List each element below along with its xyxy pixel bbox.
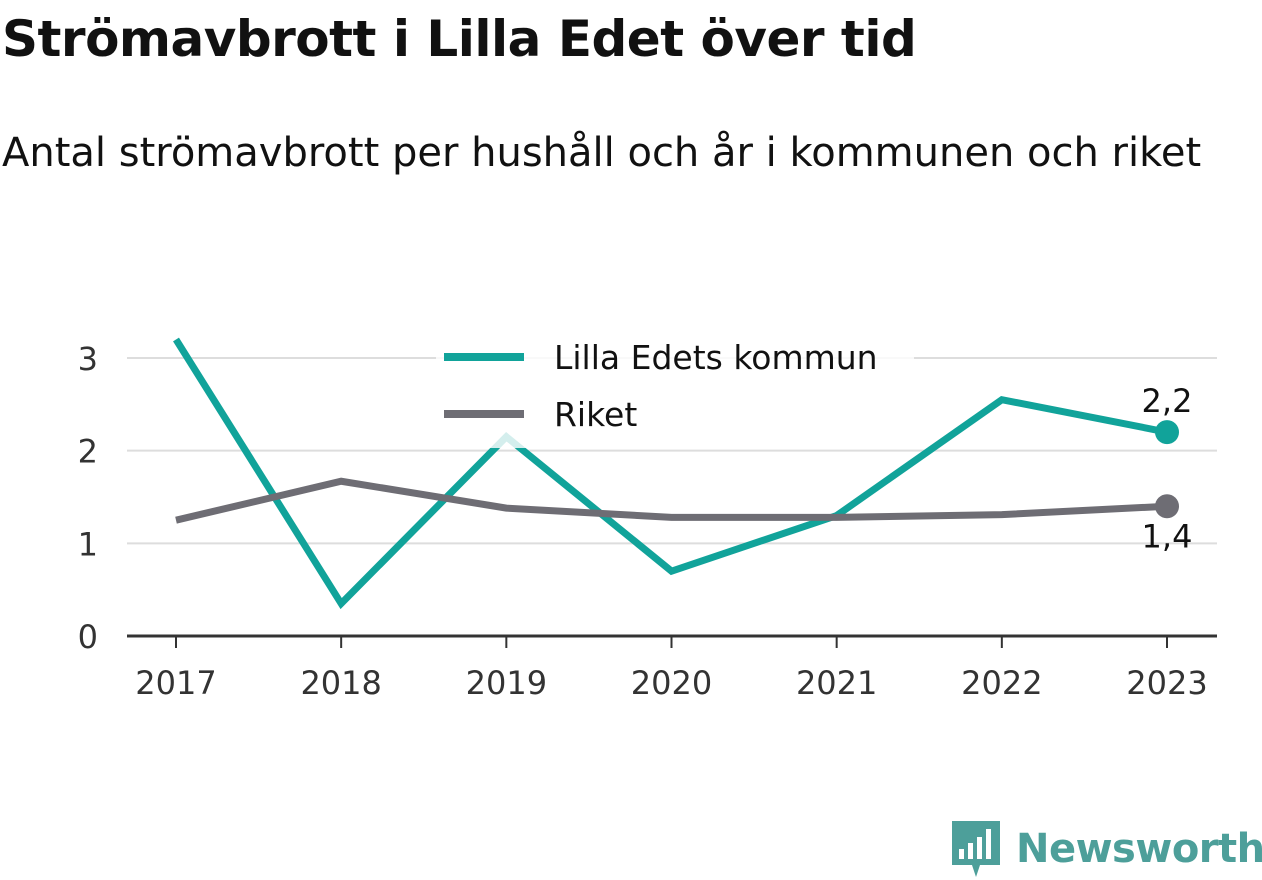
x-tick-label: 2018 (300, 664, 381, 702)
y-tick-label: 2 (78, 433, 98, 471)
legend-box (436, 322, 914, 448)
end-marker (1155, 420, 1179, 445)
end-value-label: 2,2 (1142, 382, 1193, 420)
x-tick-label: 2021 (796, 664, 877, 702)
end-marker (1155, 494, 1179, 519)
x-tick-label: 2020 (631, 664, 712, 702)
chart-title: Strömavbrott i Lilla Edet över tid (2, 10, 917, 68)
newsworthy-brand: Newsworthy (950, 818, 1262, 880)
end-value-label: 1,4 (1142, 517, 1193, 555)
x-tick-label: 2017 (135, 664, 216, 702)
series-line-municipality (173, 337, 1168, 610)
x-tick-label: 2023 (1126, 664, 1207, 702)
newsworthy-logo-icon (952, 821, 1000, 877)
series-line-country (175, 477, 1168, 524)
x-tick-label: 2019 (466, 664, 547, 702)
legend-label: Riket (554, 395, 637, 434)
x-tick-label: 2022 (961, 664, 1042, 702)
chart-subtitle: Antal strömavbrott per hushåll och år i … (2, 130, 1202, 176)
legend-label: Lilla Edets kommun (554, 338, 878, 377)
y-tick-label: 0 (78, 618, 98, 656)
brand-name: Newsworthy (1016, 826, 1262, 872)
y-tick-label: 3 (78, 340, 98, 378)
y-tick-label: 1 (78, 525, 98, 563)
